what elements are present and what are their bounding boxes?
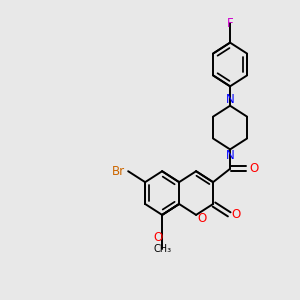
Text: O: O	[250, 162, 259, 175]
Text: O: O	[154, 232, 163, 244]
Text: O: O	[197, 212, 207, 225]
Text: Br: Br	[112, 165, 125, 178]
Text: N: N	[226, 93, 234, 106]
Text: F: F	[227, 17, 233, 30]
Text: N: N	[226, 149, 234, 162]
Text: O: O	[232, 208, 241, 221]
Text: CH₃: CH₃	[153, 244, 171, 254]
